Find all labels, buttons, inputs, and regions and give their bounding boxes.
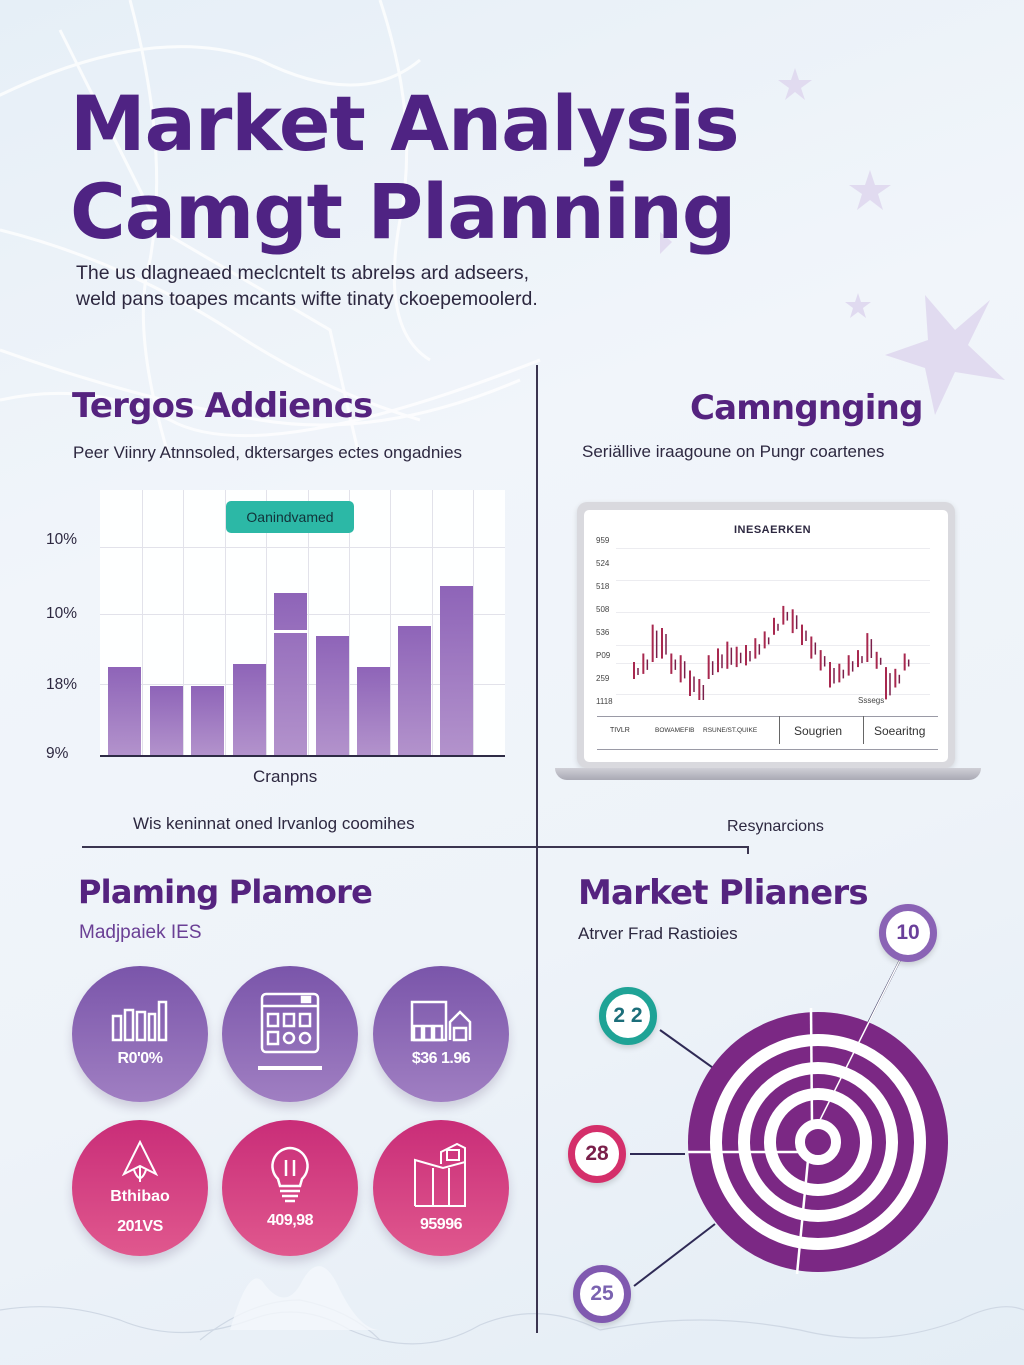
intro-text: The us dlagneaed meclcntelt ts abrelɘs a… xyxy=(76,260,538,312)
screen-y-tick-6: P09 xyxy=(596,651,611,660)
bar-8 xyxy=(398,626,431,756)
screen-y-tick-4: 508 xyxy=(596,605,610,614)
metric-circle-1[interactable]: R0'0% xyxy=(72,966,208,1102)
metric-value-3: $36 1.96 xyxy=(411,1050,471,1067)
candlestick-chart xyxy=(633,605,910,700)
marker-25[interactable]: 25 xyxy=(573,1265,631,1323)
laptop-screen: INESAERKEN 959 524 518 508 536 P09 259 1118 Sss… xyxy=(584,510,948,762)
marker-22[interactable]: 2 2 xyxy=(599,987,657,1045)
section-title-planning: Plaming Plamore xyxy=(78,873,373,911)
metric-circle-2[interactable] xyxy=(222,966,358,1102)
vertical-divider xyxy=(536,365,538,1333)
bar-6 xyxy=(316,636,349,756)
y-tick-label-1: 10% xyxy=(46,531,78,548)
lightbulb-icon xyxy=(271,1146,309,1203)
metric-circle-6[interactable]: 95996 xyxy=(373,1120,509,1256)
y-tick-label-4: 9% xyxy=(46,745,69,762)
screen-footer: TIVLR BOWAMEFIB RSUNE/ST.QUIKE Sougrien … xyxy=(597,716,938,750)
marker-28[interactable]: 28 xyxy=(568,1125,626,1183)
footer-item-2[interactable]: BOWAMEFIB xyxy=(655,727,695,734)
metric-label-4: Bthibao xyxy=(110,1188,170,1205)
chart-caption: Wis keninnat oned lrvanlog coomihes xyxy=(133,814,415,833)
section-subtitle-market-planners: Atrver Frad Rastioies xyxy=(578,924,738,943)
metric-circle-4[interactable]: Bthibao 201VS xyxy=(72,1120,208,1256)
bar-chart xyxy=(100,490,505,756)
bar-7 xyxy=(357,667,390,756)
y-tick-label-3: 18% xyxy=(46,676,78,693)
footer-item-1[interactable]: TIVLR xyxy=(610,727,630,734)
rocket-icon xyxy=(121,1140,159,1182)
section-title-campaigns: Camngnging xyxy=(690,388,923,428)
marker-10[interactable]: 10 xyxy=(879,904,937,962)
section-title-target-audiences: Tergos Addiencs xyxy=(72,386,373,426)
screen-chart-title: INESAERKEN xyxy=(734,524,812,536)
screen-y-tick-3: 518 xyxy=(596,582,610,591)
screen-y-tick-8: 1118 xyxy=(596,697,613,706)
laptop-base xyxy=(555,768,981,780)
x-axis-label: Cranpns xyxy=(253,767,318,786)
calculator-icon xyxy=(258,992,322,1070)
section-subtitle-planning: Madjpaiek IES xyxy=(79,922,202,943)
x-axis xyxy=(100,755,505,757)
title-line-1: Market Analysis xyxy=(70,79,740,168)
metric-value-6: 95996 xyxy=(420,1216,463,1233)
footer-item-5[interactable]: Soearitng xyxy=(874,724,926,738)
campaigns-caption: Resynarcions xyxy=(727,818,824,835)
screen-y-tick-7: 259 xyxy=(596,674,610,683)
metric-value-5: 409,98 xyxy=(267,1212,313,1229)
screen-y-tick-1: 959 xyxy=(596,536,610,545)
bar-chart-icon xyxy=(111,1000,168,1042)
intro-line-1: The us dlagneaed meclcntelt ts abrelɘs a… xyxy=(76,262,530,284)
bar-2 xyxy=(150,686,183,756)
y-tick-label-2: 10% xyxy=(46,605,78,622)
bar-9 xyxy=(440,586,473,756)
horizontal-divider xyxy=(82,846,748,848)
title-line-2: Camgt Planning xyxy=(70,167,736,256)
page-title: Market Analysis Camgt Planning xyxy=(70,79,740,256)
buildings-icon xyxy=(410,1000,472,1042)
footer-item-4[interactable]: Sougrien xyxy=(794,724,843,738)
intro-line-2: weld pans toapes mcants wifte tinaty cko… xyxy=(76,288,538,310)
section-subtitle-target-audiences: Peer Viinry Atnnsoled, dktersarges ectes… xyxy=(73,443,463,462)
metric-value-4: 201VS xyxy=(117,1218,163,1235)
metric-circle-5[interactable]: 409,98 xyxy=(222,1120,358,1256)
metric-circle-3[interactable]: $36 1.96 xyxy=(373,966,509,1102)
section-title-market-planners: Market Plianers xyxy=(578,873,869,913)
divider-tick xyxy=(747,846,749,854)
metric-value-1: R0'0% xyxy=(117,1050,163,1067)
bar-3 xyxy=(191,686,224,756)
target-diagram xyxy=(630,959,948,1287)
footer-item-3[interactable]: RSUNE/ST.QUIKE xyxy=(703,727,758,734)
laptop-mockup: INESAERKEN 959 524 518 508 536 P09 259 1118 Sss… xyxy=(577,502,955,768)
screen-y-tick-2: 524 xyxy=(596,559,610,568)
factory-icon xyxy=(414,1142,466,1207)
screen-annotation: Sssegs xyxy=(858,696,885,705)
bar-5 xyxy=(274,593,307,756)
bar-1 xyxy=(108,667,141,756)
section-subtitle-campaigns: Seriällive iraagoune on Pungr coartenes xyxy=(582,442,885,461)
chart-annotation-badge: Oanindvamed xyxy=(226,501,354,533)
bar-4 xyxy=(233,664,266,756)
screen-y-tick-5: 536 xyxy=(596,628,610,637)
